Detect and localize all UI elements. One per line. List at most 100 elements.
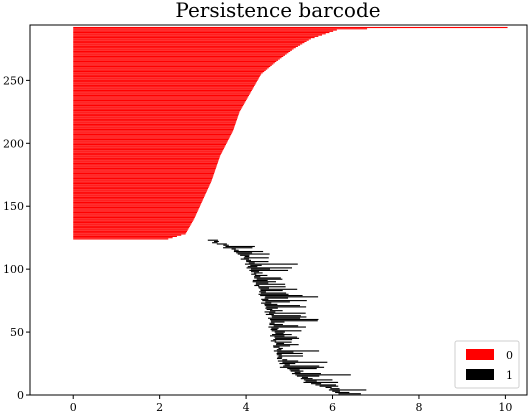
barcode-bar-0 (73, 54, 285, 56)
barcode-bar-1 (315, 384, 337, 386)
plot-frame (29, 24, 528, 396)
barcode-bar-1 (278, 355, 304, 357)
barcode-bar-1 (296, 375, 320, 377)
barcode-bar-0 (73, 35, 319, 37)
barcode-bar-1 (255, 282, 269, 284)
barcode-bar-0 (73, 50, 291, 52)
barcode-bar-0 (73, 151, 223, 153)
barcode-bar-0 (73, 99, 247, 102)
barcode-bar-1 (240, 258, 250, 260)
barcode-bar-0 (73, 219, 194, 221)
barcode-bar-1 (266, 306, 307, 308)
barcode-bar-1 (244, 263, 298, 265)
barcode-bar-0 (73, 189, 208, 191)
barcode-bar-0 (73, 162, 218, 165)
barcode-bar-1 (260, 295, 303, 297)
barcode-bar-0 (73, 67, 269, 69)
barcode-bar-0 (73, 211, 198, 214)
barcode-bar-0 (73, 122, 236, 124)
barcode-bar-1 (253, 272, 263, 274)
barcode-bar-1 (233, 250, 264, 253)
barcode-bar-0 (73, 234, 182, 236)
y-tick-label: 100 (3, 263, 24, 276)
barcode-bar-1 (249, 269, 289, 271)
barcode-bar-0 (73, 132, 232, 134)
barcode-bar-0 (73, 49, 292, 51)
barcode-bar-1 (237, 253, 270, 255)
barcode-bar-0 (73, 29, 337, 31)
barcode-bar-1 (214, 240, 219, 243)
barcode-bar-1 (258, 293, 289, 295)
barcode-bar-1 (269, 322, 275, 324)
barcode-bar-1 (231, 248, 236, 250)
barcode-bar-1 (270, 320, 318, 322)
barcode-bar-0 (73, 106, 243, 108)
barcode-bar-1 (254, 274, 268, 277)
barcode-bar-0 (73, 210, 198, 212)
barcode-bar-0 (73, 141, 228, 143)
barcode-bar-0 (73, 138, 229, 141)
barcode-bar-1 (269, 335, 285, 337)
barcode-bar-1 (325, 386, 332, 389)
barcode-bar-0 (73, 161, 218, 163)
barcode-bar-0 (73, 115, 239, 117)
barcode-bar-0 (73, 184, 210, 186)
barcode-bar-0 (73, 171, 215, 173)
barcode-bar-1 (262, 300, 307, 302)
barcode-bar-0 (73, 155, 221, 157)
barcode-bar-1 (272, 334, 292, 336)
barcode-bar-1 (258, 287, 269, 289)
barcode-bar-0 (73, 52, 289, 54)
barcode-bar-1 (290, 370, 304, 372)
barcode-bar-0 (73, 38, 311, 40)
barcode-bar-0 (73, 233, 186, 235)
legend: 0 1 (454, 340, 520, 389)
barcode-bar-0 (73, 108, 242, 110)
barcode-bar-1 (311, 383, 322, 385)
barcode-bar-0 (73, 165, 217, 167)
barcode-bar-0 (73, 201, 202, 204)
barcode-bar-0 (73, 167, 216, 170)
barcode-bar-0 (73, 135, 231, 137)
barcode-bar-0 (73, 101, 246, 103)
barcode-bar-1 (254, 276, 261, 278)
barcode-bar-0 (73, 44, 301, 46)
x-tick-label: 8 (415, 401, 422, 414)
legend-label-1: 1 (506, 369, 513, 382)
barcode-bar-0 (73, 89, 252, 92)
barcode-bar-0 (73, 235, 177, 237)
y-tick-label: 150 (3, 200, 24, 213)
legend-swatch-0 (466, 349, 494, 360)
barcode-bar-0 (73, 143, 226, 146)
barcode-bar-1 (271, 315, 301, 317)
barcode-bar-0 (73, 97, 248, 99)
barcode-bar-1 (289, 369, 300, 371)
barcode-bar-0 (73, 213, 197, 215)
barcode-bar-1 (265, 296, 319, 298)
barcode-bar-0 (73, 222, 193, 224)
barcode-bar-0 (73, 200, 203, 202)
barcode-bar-0 (73, 79, 258, 81)
barcode-bar-1 (277, 356, 283, 358)
barcode-bar-0 (73, 232, 187, 234)
barcode-bar-1 (236, 252, 253, 254)
barcode-bar-0 (73, 62, 275, 64)
barcode-bar-0 (73, 92, 251, 94)
barcode-bar-0 (73, 126, 235, 128)
barcode-bar-1 (243, 257, 269, 259)
barcode-bar-0 (73, 147, 225, 149)
barcode-bar-0 (73, 152, 222, 154)
legend-swatch-1 (466, 369, 494, 380)
barcode-bar-0 (73, 179, 212, 181)
barcode-bar-0 (73, 196, 205, 198)
barcode-bar-1 (252, 279, 268, 282)
barcode-bar-1 (332, 390, 340, 392)
barcode-bar-0 (73, 53, 287, 55)
barcode-bar-0 (73, 77, 260, 79)
barcode-bar-0 (73, 181, 211, 183)
barcode-bar-1 (260, 289, 283, 292)
barcode-bar-0 (73, 194, 206, 196)
barcode-bar-0 (73, 198, 204, 200)
barcode-bar-0 (73, 159, 219, 161)
barcode-bar-0 (73, 26, 508, 29)
